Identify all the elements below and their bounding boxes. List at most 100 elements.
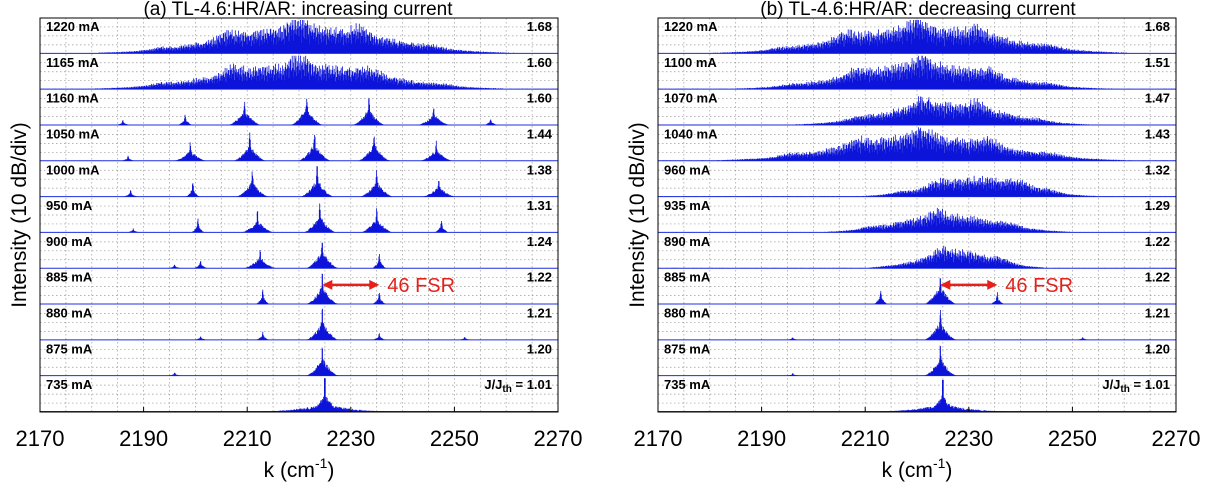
x-axis-label-superscript: -1 bbox=[315, 455, 328, 471]
spectrum-trace bbox=[40, 273, 558, 305]
spectrum-trace bbox=[39, 55, 558, 90]
trace-ratio-label: 1.38 bbox=[527, 162, 552, 177]
spectrum-trace bbox=[658, 345, 1176, 377]
spectrum-trace bbox=[657, 55, 1177, 90]
fsr-annotation: 46 FSR bbox=[940, 275, 1073, 297]
ratio-prefix: J/J bbox=[484, 377, 502, 392]
trace-current-label: 735 mA bbox=[46, 377, 93, 392]
trace-signal bbox=[658, 245, 1177, 269]
x-axis-label-end: ) bbox=[945, 459, 952, 482]
fsr-arrow-head-right bbox=[987, 279, 998, 290]
trace-current-label: 890 mA bbox=[664, 234, 711, 249]
trace-ratio-label: 1.20 bbox=[527, 341, 552, 356]
trace-ratio-label: 1.60 bbox=[527, 55, 552, 70]
trace-current-label: 880 mA bbox=[664, 306, 711, 321]
x-tick-label: 2190 bbox=[119, 426, 168, 451]
trace-ratio-label: 1.31 bbox=[527, 198, 552, 213]
trace-ratio-label: 1.22 bbox=[1145, 234, 1170, 249]
trace-signal bbox=[657, 207, 1176, 233]
trace-signal bbox=[873, 278, 1005, 304]
trace-ratio-label: 1.68 bbox=[1145, 19, 1170, 34]
panel-a: (a) TL-4.6:HR/AR: increasing current 1220… bbox=[8, 0, 582, 482]
trace-signal bbox=[168, 242, 387, 269]
trace-ratio-label: 1.24 bbox=[527, 234, 553, 249]
trace-current-label: 885 mA bbox=[46, 270, 93, 285]
spectrum-trace bbox=[40, 97, 558, 126]
x-tick-label: 2250 bbox=[430, 426, 479, 451]
trace-current-label: 1040 mA bbox=[664, 126, 718, 141]
trace-ratio-label: 1.21 bbox=[1145, 306, 1170, 321]
trace-ratio-label: 1.21 bbox=[527, 306, 552, 321]
trace-ratio-label: 1.22 bbox=[1145, 270, 1170, 285]
spectrum-trace bbox=[657, 175, 1177, 198]
trace-signal bbox=[121, 132, 453, 161]
x-tick-label: 2270 bbox=[1152, 426, 1201, 451]
trace-signal bbox=[658, 127, 1177, 161]
x-axis-label-superscript: -1 bbox=[933, 455, 946, 471]
x-tick-label: 2250 bbox=[1048, 426, 1097, 451]
trace-current-label: 1050 mA bbox=[46, 126, 100, 141]
trace-current-label: 1160 mA bbox=[46, 91, 99, 106]
trace-current-label: 880 mA bbox=[46, 306, 93, 321]
x-tick-label: 2210 bbox=[841, 426, 890, 451]
y-axis-label: Intensity (10 dB/div) bbox=[626, 122, 649, 308]
spectrum-trace bbox=[658, 310, 1176, 341]
trace-current-label: 950 mA bbox=[46, 198, 93, 213]
trace-current-label: 885 mA bbox=[664, 270, 711, 285]
x-axis-label: k (cm-1) bbox=[882, 455, 953, 482]
trace-current-label: 960 mA bbox=[664, 162, 711, 177]
spectrum-trace bbox=[40, 242, 558, 269]
plot-frame bbox=[657, 17, 1177, 413]
panel-b: (b) TL-4.6:HR/AR: decreasing current 1220… bbox=[626, 0, 1200, 482]
trace-signal bbox=[785, 345, 957, 376]
ratio-value: = 1.01 bbox=[512, 377, 552, 392]
trace-signal bbox=[115, 97, 498, 125]
spectrum-trace bbox=[40, 166, 558, 198]
trace-current-label: 875 mA bbox=[46, 341, 93, 356]
trace-signal bbox=[657, 55, 1177, 90]
x-axis-label-end: ) bbox=[327, 459, 334, 482]
spectrum-trace bbox=[39, 20, 559, 54]
plot-frame bbox=[39, 17, 559, 413]
ratio-subscript: th bbox=[502, 384, 511, 395]
trace-ratio-label: 1.29 bbox=[1145, 198, 1170, 213]
ratio-value: = 1.01 bbox=[1130, 377, 1170, 392]
x-tick-label: 2230 bbox=[944, 426, 993, 451]
trace-ratio-label: 1.60 bbox=[527, 91, 552, 106]
trace-current-label: 900 mA bbox=[46, 234, 93, 249]
trace-current-label: 875 mA bbox=[664, 341, 711, 356]
trace-signal bbox=[260, 378, 390, 412]
x-tick-label: 2270 bbox=[534, 426, 583, 451]
y-axis-label: Intensity (10 dB/div) bbox=[8, 122, 31, 308]
trace-signal bbox=[785, 310, 1090, 340]
fsr-annotation: 46 FSR bbox=[322, 275, 455, 297]
trace-current-label: 1000 mA bbox=[46, 162, 100, 177]
x-tick-label: 2190 bbox=[737, 426, 786, 451]
trace-signal bbox=[39, 20, 559, 54]
ratio-subscript: th bbox=[1120, 384, 1129, 395]
x-axis-label-text: k (cm bbox=[264, 459, 315, 482]
trace-ratio-label: 1.20 bbox=[1145, 341, 1170, 356]
trace-signal bbox=[123, 166, 455, 197]
trace-signal bbox=[39, 55, 558, 90]
trace-current-label: 935 mA bbox=[664, 198, 711, 213]
x-axis-label: k (cm-1) bbox=[264, 455, 335, 482]
trace-current-label: 1220 mA bbox=[46, 19, 100, 34]
trace-ratio-label: 1.43 bbox=[1145, 126, 1170, 141]
trace-current-label: 1100 mA bbox=[664, 55, 717, 70]
trace-signal bbox=[879, 379, 1007, 412]
trace-ratio-label: 1.68 bbox=[527, 19, 552, 34]
spectrum-trace bbox=[658, 278, 1176, 305]
trace-ratio-label: 1.22 bbox=[527, 270, 552, 285]
x-tick-label: 2230 bbox=[326, 426, 375, 451]
trace-current-label: 1220 mA bbox=[664, 19, 718, 34]
x-tick-label: 2170 bbox=[16, 426, 65, 451]
spectrum-trace bbox=[40, 308, 558, 341]
ratio-prefix: J/J bbox=[1102, 377, 1120, 392]
spectrum-trace bbox=[658, 127, 1177, 162]
trace-current-label: 735 mA bbox=[664, 377, 711, 392]
chart-title: (b) TL-4.6:HR/AR: decreasing current bbox=[760, 0, 1076, 20]
trace-ratio-label: 1.32 bbox=[1145, 162, 1170, 177]
fsr-arrow-head-right bbox=[369, 279, 380, 290]
